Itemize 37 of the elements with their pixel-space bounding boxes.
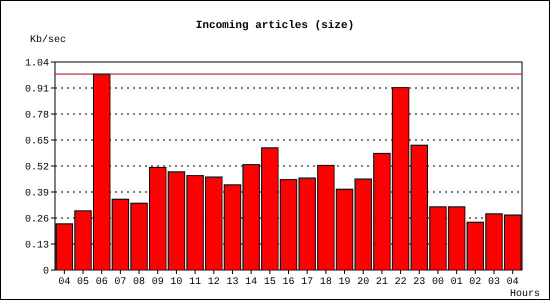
- y-tick-label: 0.91: [24, 84, 49, 96]
- x-tick-label: 23: [413, 277, 426, 288]
- y-tick-label: 0.52: [24, 162, 49, 174]
- x-tick-label: 04: [58, 277, 70, 288]
- x-tick-label: 00: [432, 277, 444, 288]
- y-axis-title: Kb/sec: [30, 34, 66, 46]
- x-tick-label: 20: [357, 277, 370, 288]
- x-tick-label: 01: [450, 277, 463, 288]
- x-tick-label: 16: [282, 277, 295, 288]
- x-tick-label: 19: [338, 277, 351, 288]
- y-tick-label: 0.39: [24, 188, 49, 200]
- y-tick-label: 0.65: [24, 136, 49, 148]
- x-tick-label: 06: [96, 277, 108, 288]
- x-tick-label: 12: [208, 277, 220, 288]
- y-tick-label: 0.78: [24, 110, 49, 122]
- x-tick-label: 11: [189, 277, 202, 288]
- y-tick-label: 0.13: [24, 240, 49, 252]
- x-tick-label: 14: [245, 277, 258, 288]
- y-tick-label: 0: [42, 266, 49, 278]
- x-tick-label: 21: [376, 277, 388, 288]
- x-axis-title: Hours: [510, 289, 540, 300]
- x-tick-label: 13: [226, 277, 238, 288]
- x-tick-label: 10: [170, 277, 182, 288]
- x-tick-label: 03: [488, 277, 500, 288]
- x-tick-label: 04: [506, 277, 519, 288]
- x-tick-label: 02: [469, 277, 482, 288]
- chart-title: Incoming articles (size): [196, 20, 354, 32]
- x-tick-label: 17: [301, 277, 314, 288]
- y-tick-label: 0.26: [24, 214, 49, 226]
- y-tick-label: 1.04: [24, 58, 49, 70]
- x-tick-label: 08: [133, 277, 146, 288]
- x-tick-label: 22: [394, 277, 407, 288]
- x-tick-label: 18: [320, 277, 332, 288]
- x-tick-label: 09: [152, 277, 164, 288]
- x-tick-label: 07: [114, 277, 126, 288]
- x-tick-label: 15: [264, 277, 276, 288]
- x-tick-label: 05: [77, 277, 90, 288]
